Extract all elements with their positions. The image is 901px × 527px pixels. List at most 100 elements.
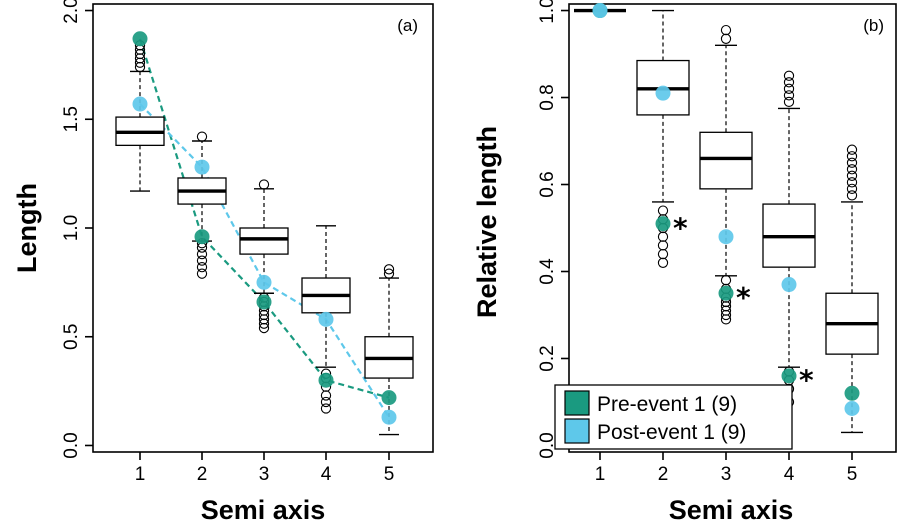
panel-b-outlier-2-7 bbox=[720, 275, 732, 286]
panel-b-series-0-point-4 bbox=[844, 385, 860, 401]
panel-b-outlier-4-6 bbox=[846, 151, 858, 162]
panel-a-y-tick-label-4: 2.0 bbox=[61, 0, 82, 24]
legend-frame bbox=[554, 384, 793, 450]
panel-b-outlier-1-0 bbox=[657, 257, 669, 268]
panel-a-series-0-point-2 bbox=[256, 294, 272, 310]
panel-a-y-ticks: 0.0 0.5 1.0 1.5 2.0 bbox=[61, 0, 93, 459]
panel-b-x-axis-title: Semi axis bbox=[669, 495, 794, 525]
panel-a-series-0-point-4 bbox=[381, 390, 397, 406]
panel-a-x-axis-title: Semi axis bbox=[201, 495, 326, 525]
legend: Pre-event 1 (9) Post-event 1 (9) bbox=[554, 384, 793, 450]
legend-swatch-pre-event bbox=[564, 390, 590, 416]
panel-a-outlier-1-1 bbox=[196, 261, 208, 273]
panel-b-significance-marks: * * * bbox=[673, 211, 814, 396]
legend-label-pre-event: Pre-event 1 (9) bbox=[597, 393, 737, 416]
panel-b-outlier-4-3 bbox=[846, 170, 858, 181]
panel-a-x-tick-label-1: 2 bbox=[197, 464, 208, 485]
panel-a-outlier-1-2 bbox=[196, 255, 208, 266]
panel-b-outlier-4-0 bbox=[846, 190, 858, 201]
panel-a-y-tick-label-3: 1.5 bbox=[61, 106, 82, 132]
panel-b-outlier-4-4 bbox=[846, 164, 858, 175]
panel-b-outlier-3-8 bbox=[783, 70, 795, 81]
panel-a-outlier-1-0 bbox=[196, 268, 208, 279]
panel-a-length-chart: (a) Semi axis Length 0.0 0.5 1.0 1.5 2.0 1 2 3… bbox=[12, 0, 434, 525]
panel-b-y-axis-title: Relative length bbox=[472, 126, 502, 318]
panel-a-series-1-point-2 bbox=[256, 274, 272, 290]
panel-b-y-tick-label-0: 0.0 bbox=[537, 432, 558, 458]
panel-b-box-2 bbox=[699, 131, 753, 190]
panel-a-y-tick-label-0: 0.0 bbox=[61, 432, 82, 458]
panel-b-series-0-point-3 bbox=[781, 368, 797, 384]
panel-b-x-tick-label-0: 1 bbox=[595, 464, 606, 485]
panel-a-outlier-3-2 bbox=[320, 390, 332, 401]
panel-a-outlier-1-3 bbox=[196, 248, 208, 260]
panel-b-outlier-1-1 bbox=[657, 248, 669, 260]
panel-b-y-tick-label-3: 0.6 bbox=[537, 171, 558, 197]
panel-b-star-1: * bbox=[736, 281, 751, 314]
panel-b-y-tick-label-4: 0.8 bbox=[537, 84, 558, 110]
panel-b-outlier-2-8 bbox=[720, 33, 732, 44]
panel-b-series-0-point-2 bbox=[718, 285, 734, 301]
panel-a-x-tick-label-2: 3 bbox=[259, 464, 270, 485]
panel-a-series-0-point-0 bbox=[132, 31, 148, 47]
panel-b-boxplots bbox=[574, 8, 879, 434]
panel-b-y-ticks: 0.0 0.2 0.4 0.6 0.8 1.0 bbox=[537, 0, 569, 459]
panel-b-outlier-3-4 bbox=[783, 96, 795, 108]
panel-a-outlier-3-0 bbox=[320, 403, 332, 414]
panel-a-y-axis-title: Length bbox=[12, 183, 42, 273]
panel-b-x-tick-label-4: 5 bbox=[847, 464, 858, 485]
panel-b-series-1-point-2 bbox=[718, 229, 734, 245]
panel-b-x-tick-label-3: 4 bbox=[784, 464, 795, 485]
panel-b-outlier-4-1 bbox=[846, 183, 858, 195]
panel-b-outlier-2-9 bbox=[720, 24, 732, 36]
panel-a-series-points bbox=[132, 31, 397, 425]
panel-a-series-lines bbox=[138, 38, 390, 418]
panel-b-outlier-1-2 bbox=[657, 240, 669, 251]
panel-a-x-ticks: 1 2 3 4 5 bbox=[135, 452, 394, 485]
panel-b-outlier-3-7 bbox=[783, 77, 795, 88]
panel-b-outlier-4-5 bbox=[846, 157, 858, 168]
panel-a-series-1-point-1 bbox=[194, 159, 210, 175]
panel-a-box-2 bbox=[239, 227, 289, 255]
panel-b-series-points bbox=[592, 3, 860, 417]
panel-a-x-tick-label-3: 4 bbox=[321, 464, 332, 485]
panel-b-tag: (b) bbox=[863, 16, 884, 35]
panel-b-series-1-point-3 bbox=[781, 277, 797, 293]
panel-b-series-1-point-4 bbox=[844, 401, 860, 417]
panel-b-y-tick-label-1: 0.2 bbox=[537, 345, 558, 371]
panel-b-y-tick-label-2: 0.4 bbox=[537, 258, 558, 285]
panel-b-outlier-3-6 bbox=[783, 83, 795, 94]
panel-a-boxplots bbox=[115, 40, 414, 436]
panel-a-series-1-point-0 bbox=[132, 96, 148, 112]
legend-label-post-event: Post-event 1 (9) bbox=[597, 421, 746, 444]
panel-b-outlier-1-3 bbox=[657, 231, 669, 242]
panel-b-star-0: * bbox=[673, 211, 688, 244]
panel-a-series-1-point-4 bbox=[381, 409, 397, 425]
panel-a-outlier-3-1 bbox=[320, 396, 332, 408]
panel-a-tag: (a) bbox=[397, 16, 418, 35]
panel-b-y-tick-label-5: 1.0 bbox=[537, 0, 558, 24]
legend-swatch-post-event bbox=[564, 418, 590, 444]
panel-a-outlier-4-1 bbox=[383, 264, 395, 275]
panel-b-star-2: * bbox=[799, 364, 814, 397]
panel-b-outlier-4-7 bbox=[846, 144, 858, 155]
panel-a-outlier-2-8 bbox=[258, 179, 270, 190]
panel-b-plot-frame bbox=[568, 3, 897, 453]
panel-b-series-1-point-0 bbox=[592, 3, 608, 19]
panel-b-outlier-3-5 bbox=[783, 90, 795, 101]
panel-b-outlier-1-6 bbox=[657, 205, 669, 216]
panel-a-series-line-1 bbox=[139, 103, 390, 418]
panel-b-x-ticks: 1 2 3 4 5 bbox=[595, 452, 858, 485]
panel-b-series-1-point-1 bbox=[655, 85, 671, 101]
panel-a-x-tick-label-0: 1 bbox=[135, 464, 146, 485]
panel-b-outlier-4-2 bbox=[846, 177, 858, 188]
panel-b-x-tick-label-1: 2 bbox=[658, 464, 669, 485]
panel-b-x-tick-label-2: 3 bbox=[721, 464, 732, 485]
panel-a-series-0-point-3 bbox=[318, 372, 334, 388]
panel-a-outlier-4-0 bbox=[383, 268, 395, 279]
panel-a-y-tick-label-2: 1.0 bbox=[61, 215, 82, 241]
panel-a-y-tick-label-1: 0.5 bbox=[61, 324, 82, 350]
panel-b-relative-length-chart: (b) Semi axis Relative length 0.00.20.40… bbox=[472, 0, 897, 525]
panel-a-series-0-point-1 bbox=[194, 229, 210, 245]
